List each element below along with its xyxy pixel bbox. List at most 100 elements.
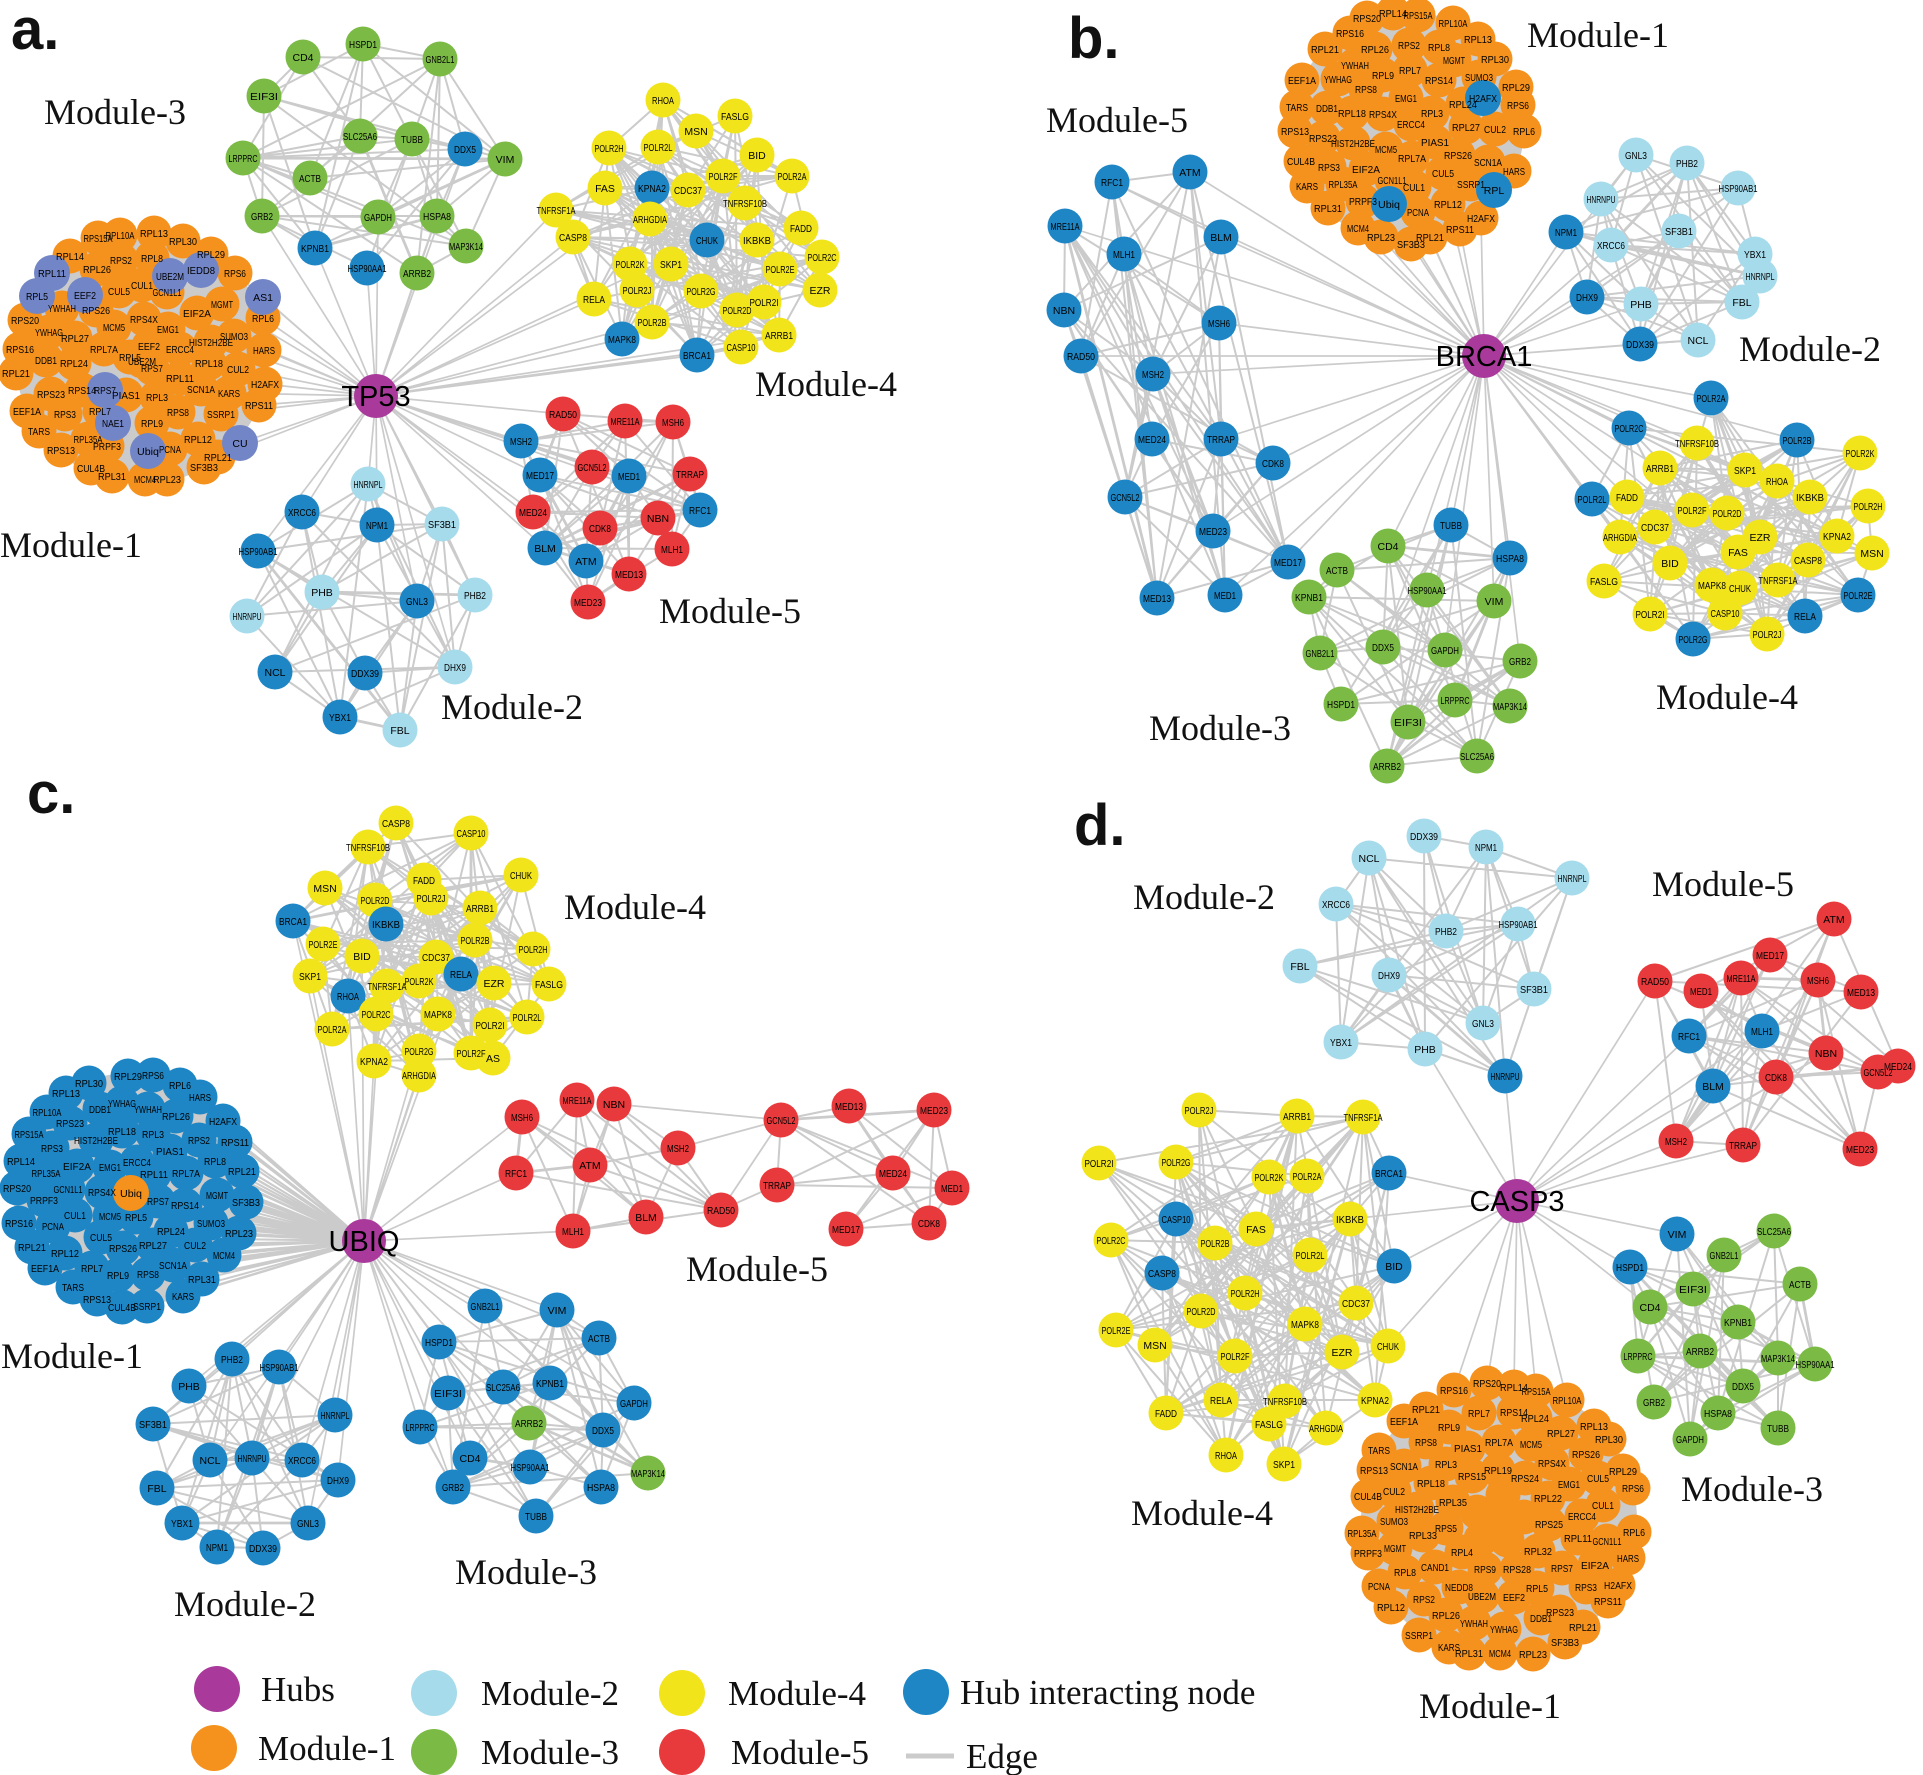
svg-text:PCNA: PCNA [1368, 1581, 1390, 1593]
svg-text:Module-2: Module-2 [481, 1674, 619, 1713]
svg-text:KARS: KARS [1438, 1642, 1460, 1654]
svg-text:Module-5: Module-5 [731, 1733, 869, 1772]
svg-text:EEF2: EEF2 [1503, 1592, 1525, 1604]
svg-text:RPL21: RPL21 [1412, 1404, 1440, 1416]
svg-text:SF3B1: SF3B1 [1665, 226, 1693, 238]
svg-text:ARRB2: ARRB2 [515, 1418, 543, 1430]
svg-text:RPL9: RPL9 [107, 1270, 129, 1282]
svg-text:GCN1L1: GCN1L1 [1593, 1536, 1622, 1548]
svg-text:ATM: ATM [575, 556, 596, 568]
svg-text:HARS: HARS [1617, 1553, 1639, 1565]
svg-text:RPL27: RPL27 [139, 1240, 167, 1252]
svg-text:RPL23: RPL23 [225, 1228, 253, 1240]
svg-text:RFC1: RFC1 [689, 505, 711, 517]
svg-text:DDX5: DDX5 [454, 144, 476, 156]
svg-text:RPS6: RPS6 [224, 268, 246, 280]
svg-text:RPS25: RPS25 [1535, 1519, 1563, 1531]
svg-text:MED23: MED23 [920, 1105, 948, 1117]
svg-text:EEF2: EEF2 [138, 341, 160, 353]
svg-text:GNL3: GNL3 [406, 596, 428, 608]
svg-text:KPNA2: KPNA2 [638, 183, 666, 195]
svg-text:TUBB: TUBB [401, 134, 423, 146]
svg-text:DHX9: DHX9 [1576, 292, 1598, 304]
svg-text:SF3B3: SF3B3 [232, 1197, 260, 1209]
svg-text:MED24: MED24 [1138, 434, 1166, 446]
svg-text:GRB2: GRB2 [251, 211, 273, 223]
svg-text:RPL21: RPL21 [204, 452, 232, 464]
svg-text:RPS26: RPS26 [82, 305, 110, 317]
svg-text:CUL5: CUL5 [108, 286, 130, 298]
svg-text:FAS: FAS [595, 183, 615, 195]
svg-text:TARS: TARS [28, 426, 50, 438]
svg-text:DDX39: DDX39 [1626, 339, 1654, 351]
svg-text:RPS5: RPS5 [1435, 1523, 1457, 1535]
svg-text:TRRAP: TRRAP [676, 469, 704, 481]
svg-text:FAS: FAS [1728, 547, 1748, 559]
svg-text:HSP90AB1: HSP90AB1 [260, 1362, 299, 1374]
svg-text:YWHAH: YWHAH [1460, 1618, 1488, 1630]
svg-text:LRPPRC: LRPPRC [1624, 1351, 1653, 1363]
svg-text:DHX9: DHX9 [444, 662, 466, 674]
svg-text:SCN1A: SCN1A [187, 384, 215, 396]
svg-text:POLR2E: POLR2E [309, 939, 338, 951]
svg-text:BRCA1: BRCA1 [1375, 1168, 1403, 1180]
svg-text:POLR2B: POLR2B [638, 317, 667, 329]
svg-text:POLR2G: POLR2G [1679, 634, 1708, 646]
svg-text:Ubiq: Ubiq [1378, 199, 1400, 211]
svg-text:CUL2: CUL2 [1383, 1486, 1405, 1498]
svg-text:RPL9: RPL9 [1372, 70, 1394, 82]
svg-text:POLR2B: POLR2B [1783, 435, 1812, 447]
svg-text:CDC37: CDC37 [422, 952, 450, 964]
svg-text:SSRP1: SSRP1 [1405, 1630, 1433, 1642]
svg-text:TARS: TARS [1286, 102, 1308, 114]
svg-text:BID: BID [1661, 558, 1679, 570]
svg-text:YWHAG: YWHAG [35, 327, 63, 339]
svg-text:ATM: ATM [1823, 914, 1844, 926]
svg-text:RFC1: RFC1 [1101, 177, 1123, 189]
svg-text:XRCC6: XRCC6 [288, 1455, 316, 1467]
svg-text:POLR2J: POLR2J [417, 893, 446, 905]
svg-text:VIM: VIM [496, 154, 515, 166]
svg-text:PHB: PHB [311, 587, 333, 599]
svg-text:HSPA8: HSPA8 [587, 1482, 615, 1494]
svg-text:DDX5: DDX5 [1372, 642, 1394, 654]
svg-text:POLR2D: POLR2D [723, 305, 752, 317]
svg-text:CDK8: CDK8 [1765, 1072, 1787, 1084]
svg-text:CUL4B: CUL4B [77, 463, 105, 475]
svg-text:HARS: HARS [189, 1092, 211, 1104]
svg-text:RPL7A: RPL7A [1485, 1437, 1513, 1449]
svg-text:RPL29: RPL29 [1502, 82, 1530, 94]
svg-text:RPL14: RPL14 [56, 251, 84, 263]
svg-text:SUMO3: SUMO3 [1380, 1516, 1408, 1528]
svg-text:BID: BID [353, 951, 371, 963]
svg-text:NPM1: NPM1 [366, 520, 388, 532]
svg-text:PHB2: PHB2 [464, 590, 486, 602]
svg-text:POLR2J: POLR2J [1753, 629, 1782, 641]
svg-text:Ubiq: Ubiq [120, 1188, 142, 1200]
svg-text:MSH2: MSH2 [1665, 1136, 1687, 1148]
svg-text:RPL24: RPL24 [1449, 99, 1477, 111]
svg-text:DDX5: DDX5 [592, 1425, 614, 1437]
svg-text:UBIQ: UBIQ [329, 1226, 400, 1258]
svg-text:CUL4B: CUL4B [108, 1302, 136, 1314]
svg-text:DDX5: DDX5 [1732, 1381, 1754, 1393]
svg-text:CDK8: CDK8 [918, 1218, 940, 1230]
svg-text:Module-1: Module-1 [258, 1729, 396, 1768]
svg-text:RPL35A: RPL35A [1329, 179, 1358, 191]
svg-text:FASLG: FASLG [535, 979, 563, 991]
svg-text:EMG1: EMG1 [1558, 1479, 1580, 1491]
svg-text:SCN1A: SCN1A [1390, 1461, 1418, 1473]
svg-text:RPL11: RPL11 [166, 373, 194, 385]
svg-text:GRB2: GRB2 [1509, 656, 1531, 668]
svg-text:KARS: KARS [218, 388, 240, 400]
svg-text:MED17: MED17 [832, 1224, 860, 1236]
svg-text:CHUK: CHUK [1377, 1341, 1399, 1353]
svg-text:YWHAH: YWHAH [48, 303, 76, 315]
svg-text:HIST2H2BE: HIST2H2BE [189, 337, 233, 349]
svg-text:RPS2: RPS2 [1398, 40, 1420, 52]
svg-text:RPS7: RPS7 [147, 1196, 169, 1208]
svg-text:ARRB1: ARRB1 [765, 330, 793, 342]
svg-text:TARS: TARS [62, 1282, 84, 1294]
svg-text:MCM4: MCM4 [213, 1250, 235, 1262]
svg-text:RPL27: RPL27 [1452, 122, 1480, 134]
